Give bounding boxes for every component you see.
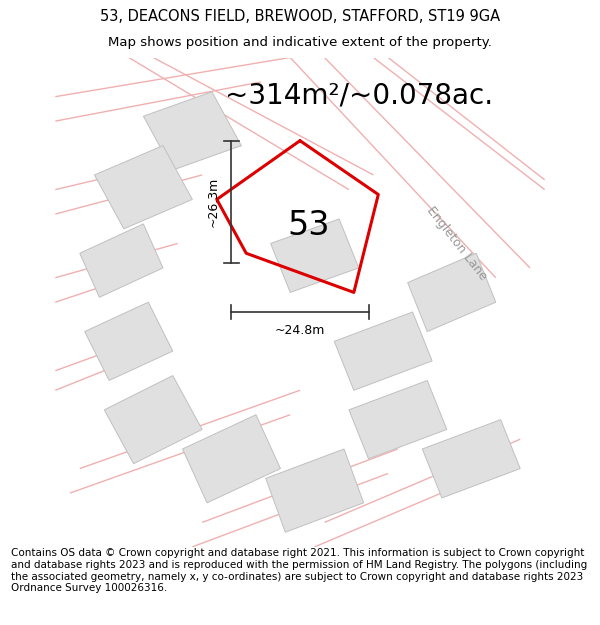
Polygon shape	[80, 224, 163, 298]
Text: Engleton Lane: Engleton Lane	[424, 204, 490, 283]
Polygon shape	[271, 219, 359, 292]
Polygon shape	[182, 415, 280, 503]
Polygon shape	[266, 449, 364, 532]
Polygon shape	[104, 376, 202, 464]
Text: ~26.3m: ~26.3m	[206, 177, 219, 227]
Text: Map shows position and indicative extent of the property.: Map shows position and indicative extent…	[108, 36, 492, 49]
Text: 53: 53	[287, 209, 330, 242]
Polygon shape	[143, 92, 241, 170]
Text: ~24.8m: ~24.8m	[275, 324, 325, 338]
Polygon shape	[94, 146, 193, 229]
Polygon shape	[85, 302, 173, 381]
Polygon shape	[349, 381, 447, 459]
Text: ~314m²/~0.078ac.: ~314m²/~0.078ac.	[224, 82, 493, 110]
Polygon shape	[407, 253, 496, 331]
Text: 53, DEACONS FIELD, BREWOOD, STAFFORD, ST19 9GA: 53, DEACONS FIELD, BREWOOD, STAFFORD, ST…	[100, 9, 500, 24]
Text: Contains OS data © Crown copyright and database right 2021. This information is : Contains OS data © Crown copyright and d…	[11, 549, 587, 593]
Polygon shape	[422, 419, 520, 498]
Polygon shape	[334, 312, 432, 390]
